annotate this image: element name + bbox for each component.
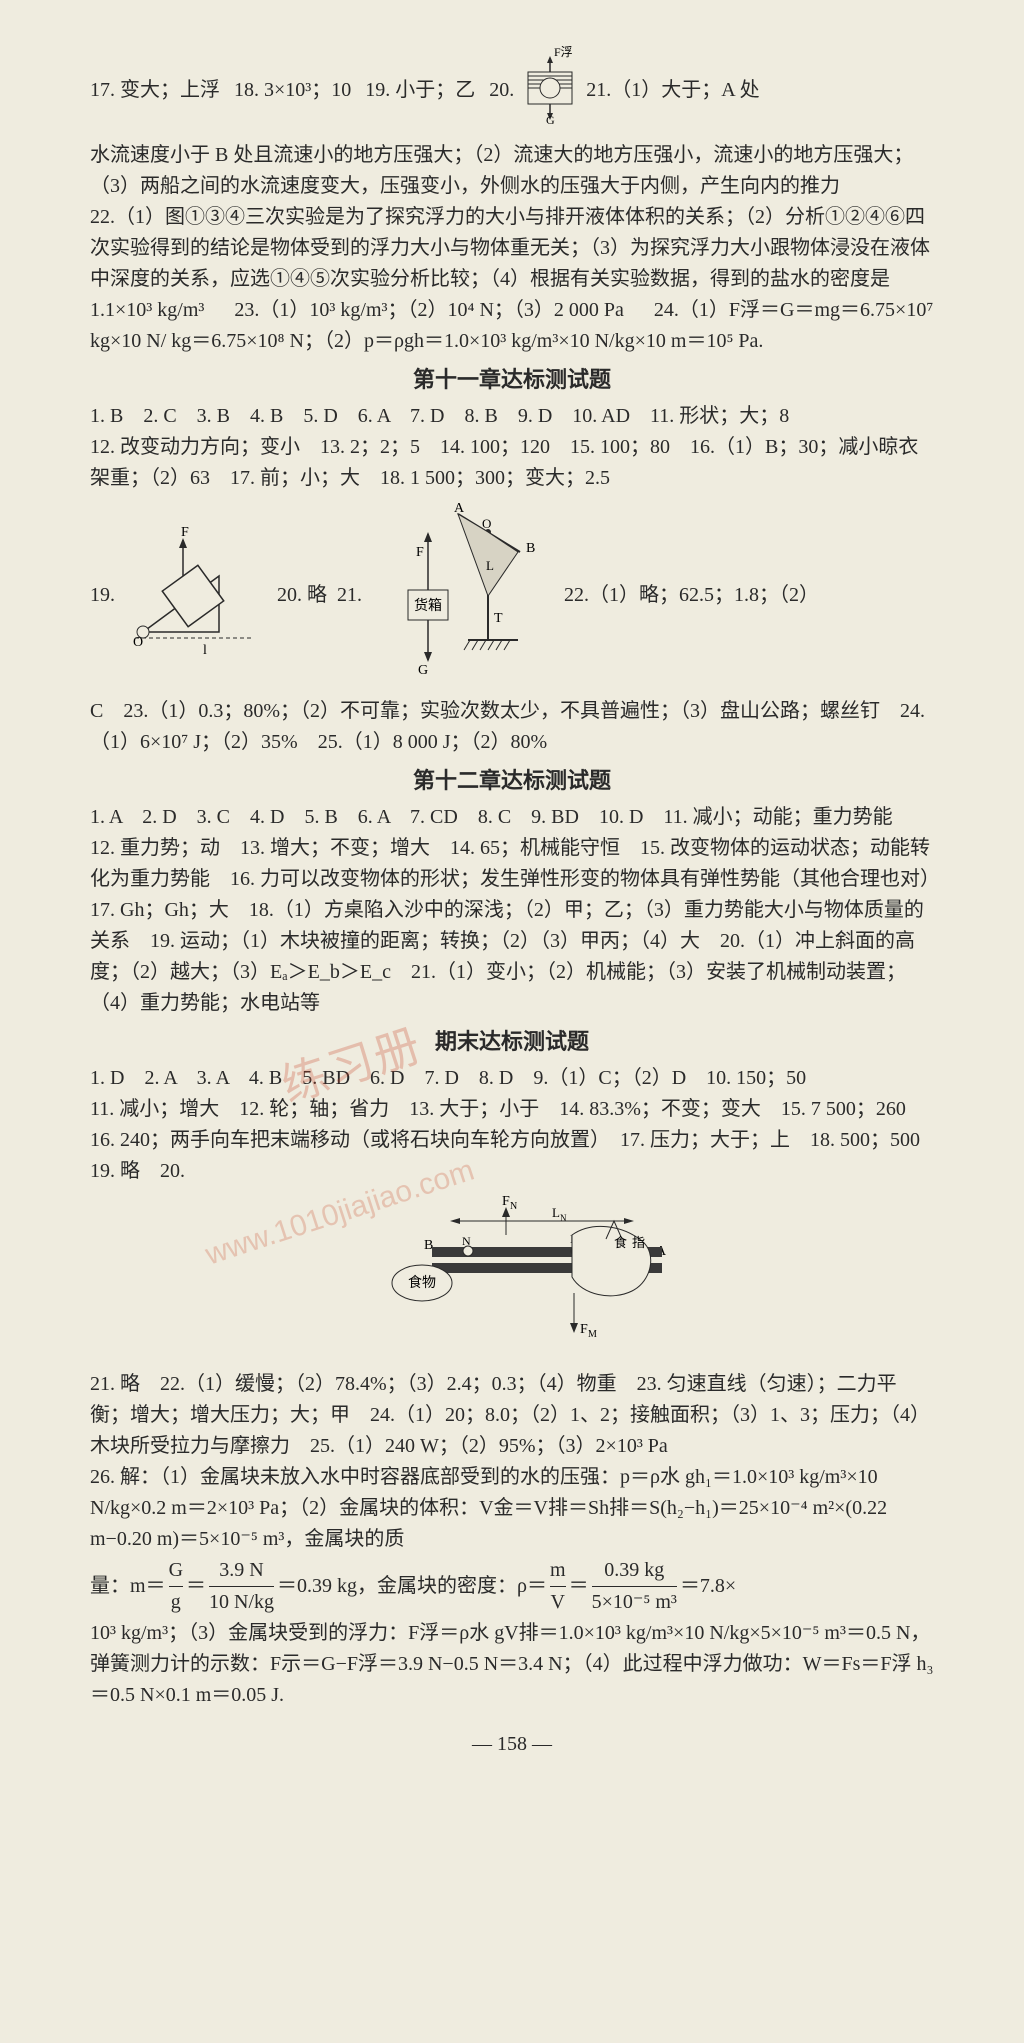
svg-text:F: F <box>580 1322 588 1337</box>
final-row3: 21. 略 22.（1）缓慢；（2）78.4%；（3）2.4；0.3；（4）物重… <box>90 1369 934 1462</box>
svg-text:N: N <box>510 1201 517 1212</box>
svg-text:F: F <box>502 1194 510 1209</box>
svg-text:N: N <box>560 1213 567 1223</box>
ch11-diagram-row: 19. F O l 20. 略 21. A O B <box>90 500 934 690</box>
frac3: m V <box>550 1555 566 1618</box>
svg-text:T: T <box>494 611 503 626</box>
ans-19: 19. 小于；乙 <box>365 75 475 106</box>
r26b-mid1: ＝ <box>186 1571 206 1602</box>
svg-text:M: M <box>588 1329 597 1340</box>
svg-text:l: l <box>203 643 207 658</box>
ch11-row1: 1. B 2. C 3. B 4. B 5. D 6. A 7. D 8. B … <box>90 401 934 432</box>
frac1-bot: g <box>171 1587 181 1618</box>
chapter12-title: 第十二章达标测试题 <box>90 764 934 798</box>
ch11-22-label: 22.（1）略；62.5；1.8；（2） <box>564 580 819 611</box>
final-row26c: 10³ kg/m³；（3）金属块受到的浮力：F浮＝ρ水 gV排＝1.0×10³ … <box>90 1618 934 1711</box>
svg-text:食: 食 <box>614 1235 627 1250</box>
para1-t1: 水流速度小于 B 处且流速小的地方压强大；（2）流速大的地方压强小，流速小的地方… <box>90 140 934 202</box>
label-f: F浮 <box>554 46 573 59</box>
frac2: 3.9 N 10 N/kg <box>209 1555 274 1618</box>
ans-21: 21.（1）大于；A 处 <box>586 75 759 106</box>
svg-text:货箱: 货箱 <box>414 597 442 614</box>
svg-text:F: F <box>181 525 189 540</box>
r26b-prefix: 量：m＝ <box>90 1571 166 1602</box>
final-row26b: 量：m＝ G g ＝ 3.9 N 10 N/kg ＝0.39 kg，金属块的密度… <box>90 1555 934 1618</box>
final-row1: 1. D 2. A 3. A 4. B 5. BD 6. D 7. D 8. D… <box>90 1063 934 1094</box>
ch11-row2: 12. 改变动力方向；变小 13. 2；2；5 14. 100；120 15. … <box>90 432 934 494</box>
diagram-chopsticks: FN LN B A N M 食 指 <box>322 1191 702 1361</box>
chapter11-title: 第十一章达标测试题 <box>90 363 934 397</box>
ans-20-label: 20. <box>489 75 514 106</box>
diagram-19-incline: F O l <box>121 520 271 670</box>
ch11-21-label: 21. <box>337 580 362 611</box>
final-title: 期末达标测试题 <box>90 1025 934 1059</box>
svg-text:B: B <box>424 1238 433 1253</box>
ch11-20-label: 20. 略 <box>277 580 327 611</box>
frac4-top: 0.39 kg <box>604 1555 664 1586</box>
r26b-mid3: ＝ <box>569 1571 589 1602</box>
ans-17: 17. 变大；上浮 <box>90 75 220 106</box>
ch11-tail: C 23.（1）0.3；80%；（2）不可靠；实验次数太少，不具普遍性；（3）盘… <box>90 696 934 758</box>
para1-t23: 23.（1）10³ kg/m³；（2）10⁴ N；（3）2 000 Pa <box>234 299 624 321</box>
frac2-top: 3.9 N <box>219 1555 263 1586</box>
r26b-suffix: ＝7.8× <box>680 1571 736 1602</box>
ch12-row2: 12. 重力势；动 13. 增大；不变；增大 14. 65；机械能守恒 15. … <box>90 833 934 1019</box>
label-g: G <box>546 113 555 124</box>
ans-18: 18. 3×10³；10 <box>234 75 351 106</box>
frac3-top: m <box>550 1555 566 1586</box>
frac2-bot: 10 N/kg <box>209 1587 274 1618</box>
page: 17. 变大；上浮 18. 3×10³；10 19. 小于；乙 20. F浮 G <box>0 0 1024 2043</box>
svg-text:G: G <box>418 663 428 678</box>
svg-text:食物: 食物 <box>408 1274 436 1291</box>
frac1-top: G <box>169 1555 183 1586</box>
frac1: G g <box>169 1555 183 1618</box>
final-row26a: 26. 解：（1）金属块未放入水中时容器底部受到的水的压强：p＝ρ水 gh₁＝1… <box>90 1462 934 1555</box>
top-answer-row: 17. 变大；上浮 18. 3×10³；10 19. 小于；乙 20. F浮 G <box>90 46 934 134</box>
final-row2: 11. 减小；增大 12. 轮；轴；省力 13. 大于；小于 14. 83.3%… <box>90 1098 940 1182</box>
svg-text:F: F <box>416 545 424 560</box>
diagram-20-buoyancy: F浮 G <box>520 46 580 134</box>
ch12-row1: 1. A 2. D 3. C 4. D 5. B 6. A 7. CD 8. C… <box>90 802 934 833</box>
frac3-bot: V <box>551 1587 565 1618</box>
final-diagram-wrap: FN LN B A N M 食 指 <box>90 1191 934 1361</box>
svg-text:L: L <box>552 1205 560 1220</box>
svg-text:指: 指 <box>632 1235 645 1250</box>
diagram-21-lever: A O B L T F 货箱 <box>368 500 558 690</box>
frac4: 0.39 kg 5×10⁻⁵ m³ <box>592 1555 677 1618</box>
svg-text:O: O <box>133 635 143 650</box>
r26b-mid2: ＝0.39 kg，金属块的密度：ρ＝ <box>277 1571 547 1602</box>
page-number: — 158 — <box>90 1729 934 1760</box>
frac4-bot: 5×10⁻⁵ m³ <box>592 1587 677 1618</box>
svg-text:L: L <box>486 558 494 573</box>
svg-text:B: B <box>526 541 535 556</box>
svg-text:N: N <box>462 1234 471 1248</box>
ch11-19-label: 19. <box>90 580 115 611</box>
